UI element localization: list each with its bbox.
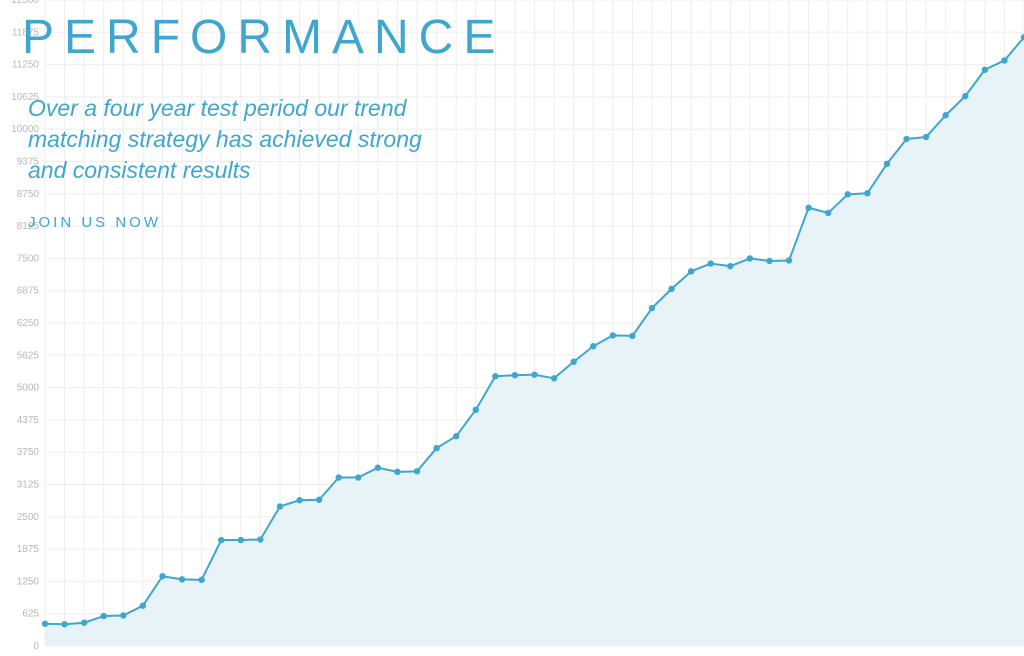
svg-text:6250: 6250 <box>17 318 40 329</box>
svg-text:2500: 2500 <box>17 512 40 523</box>
svg-text:11875: 11875 <box>12 27 40 38</box>
svg-text:10000: 10000 <box>11 124 39 135</box>
svg-text:1250: 1250 <box>17 576 40 587</box>
svg-text:625: 625 <box>22 609 39 620</box>
svg-text:7500: 7500 <box>17 253 40 264</box>
join-us-button[interactable]: JOIN US NOW <box>28 214 505 231</box>
svg-text:3125: 3125 <box>17 480 40 491</box>
svg-text:9375: 9375 <box>17 157 40 168</box>
svg-text:1875: 1875 <box>17 544 40 555</box>
svg-text:5625: 5625 <box>17 350 40 361</box>
svg-text:3750: 3750 <box>17 447 40 458</box>
performance-area-chart: 0 625 1250 1875 2500 3125 3750 4375 5000 5625 6250… <box>0 0 1024 656</box>
svg-text:6875: 6875 <box>17 286 40 297</box>
performance-chart-container: 0 625 1250 1875 2500 3125 3750 4375 5000 5625 6250… <box>0 0 1024 656</box>
svg-text:5000: 5000 <box>17 383 40 394</box>
svg-text:0: 0 <box>33 641 39 652</box>
svg-text:4375: 4375 <box>17 415 40 426</box>
svg-text:11250: 11250 <box>12 60 40 71</box>
svg-text:10625: 10625 <box>11 92 39 103</box>
svg-text:8750: 8750 <box>17 189 40 200</box>
svg-text:12500: 12500 <box>11 0 39 6</box>
